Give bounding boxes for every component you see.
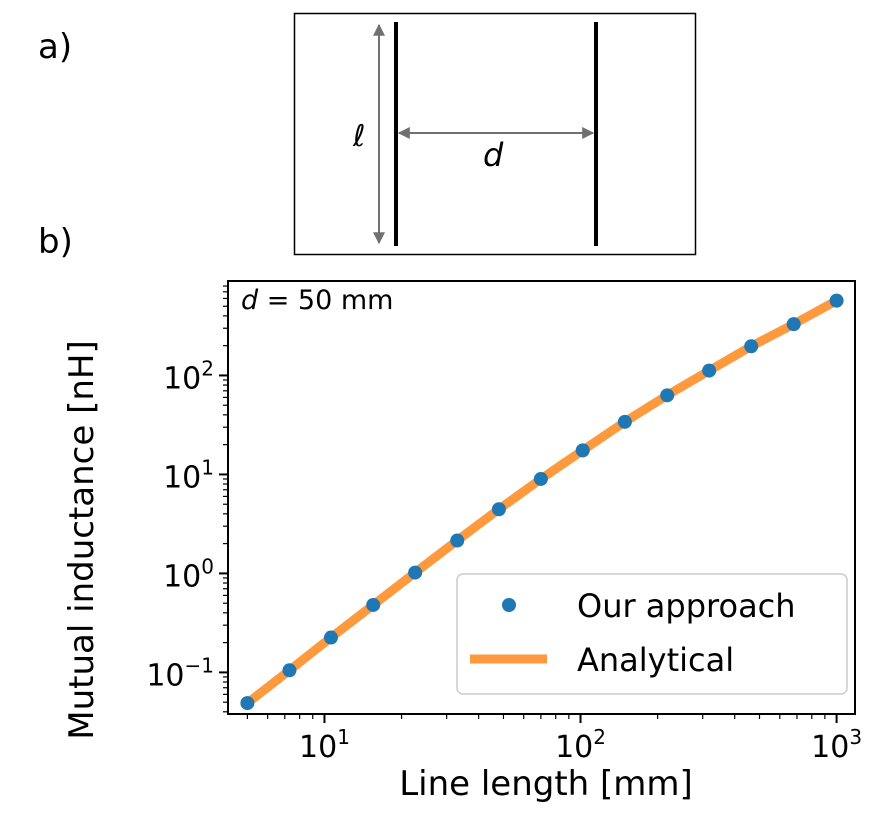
data-point [702,363,717,378]
y-tick-base: 10 [163,460,201,495]
data-point [366,597,381,612]
length-symbol: ℓ [352,119,365,154]
y-tick-label: 102 [163,356,214,396]
annotation: d = 50 mm [241,285,393,316]
y-tick-label: 101 [163,455,214,495]
y-tick-base: 10 [163,559,201,594]
data-point [575,443,590,458]
data-point [744,339,759,354]
y-axis-label: Mutual inductance [nH] [62,340,102,739]
data-point [491,502,506,517]
data-point [617,414,632,429]
y-tick-label: 100 [163,554,214,594]
annotation-text: = 50 mm [258,285,393,316]
panel-a-diagram: ℓ d [293,12,697,256]
legend-label-our-approach: Our approach [577,587,796,625]
panel-b-label: b) [38,222,73,262]
y-tick-base: 10 [163,361,201,396]
data-point [240,696,255,711]
y-tick-exp: 1 [201,455,214,479]
data-point [323,630,338,645]
data-point [408,565,423,580]
y-tick-exp: 0 [201,554,214,578]
x-tick-exp: 2 [593,725,606,749]
legend-box [456,573,848,695]
x-tick-label: 102 [555,725,606,765]
legend: Our approach Analytical [456,573,848,695]
data-point [533,471,548,486]
x-tick-exp: 3 [849,725,862,749]
data-point [660,388,675,403]
x-axis-label: Line length [mm] [399,764,693,804]
x-tick-base: 10 [299,730,337,765]
annotation-var: d [241,285,259,316]
x-tick-label: 103 [811,725,862,765]
y-tick-label: 10−1 [146,653,214,693]
legend-marker-our-approach [502,598,516,612]
y-tick-exp: 2 [201,356,214,380]
x-tick-labels: 101 102 103 [299,725,862,765]
data-point [282,663,297,678]
legend-label-analytical: Analytical [577,641,734,679]
axes-frame [227,280,856,715]
data-point [829,293,844,308]
data-point [450,533,465,548]
distance-symbol: d [483,136,504,174]
data-point [786,317,801,332]
x-tick-exp: 1 [337,725,350,749]
major-ticks [219,374,838,723]
diagram-frame [293,12,697,256]
panel-a-label: a) [38,27,72,67]
series-our-approach [240,293,844,711]
y-tick-base: 10 [146,658,184,693]
x-tick-base: 10 [811,730,849,765]
x-tick-label: 101 [299,725,350,765]
x-tick-base: 10 [555,730,593,765]
y-tick-exp: −1 [185,653,214,677]
